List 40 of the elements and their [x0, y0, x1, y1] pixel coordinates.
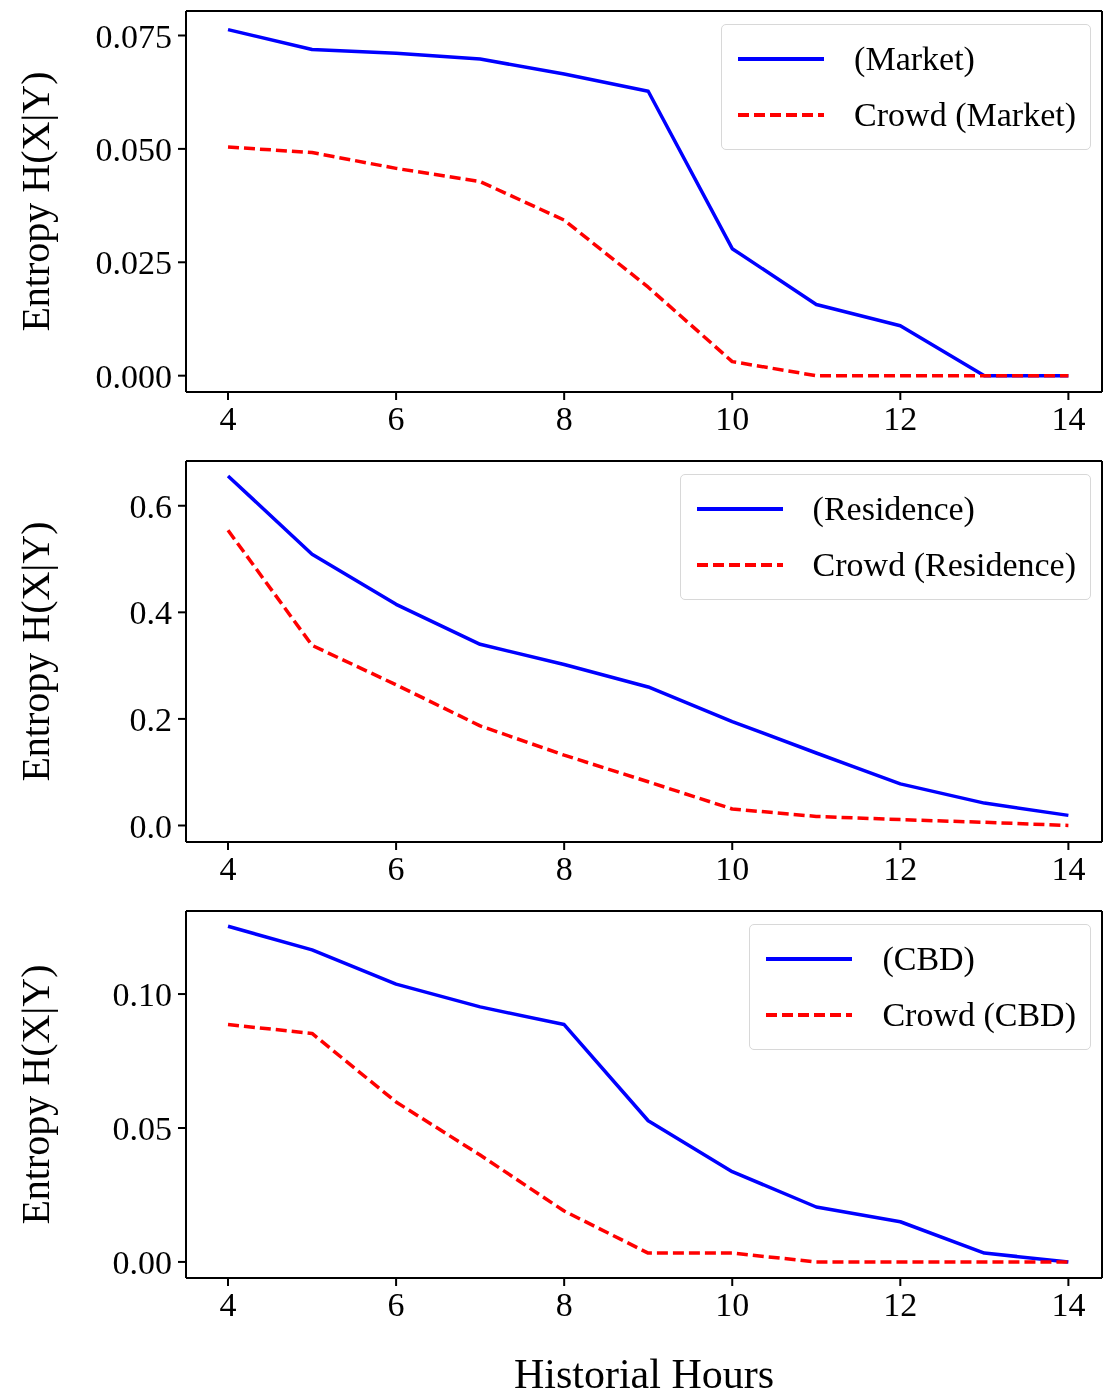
x-tick-label: 10 [715, 850, 750, 888]
y-tick-label: 0.000 [95, 357, 172, 395]
x-tick-label: 10 [715, 400, 750, 438]
y-tick-label: 0.025 [95, 244, 172, 282]
legend-label: Crowd (Residence) [812, 546, 1076, 584]
x-tick-label: 4 [219, 1286, 237, 1324]
x-tick-label: 10 [715, 1286, 750, 1324]
line-series [226, 145, 1071, 378]
y-tick-label: 0.050 [95, 130, 172, 168]
legend-label: (Market) [854, 40, 975, 78]
legend-label: (CBD) [882, 940, 975, 978]
y-axis-title: Entropy H(X|Y) [13, 964, 59, 1225]
y-tick-label: 0.4 [129, 594, 172, 632]
y-tick-label: 0.00 [112, 1244, 172, 1281]
y-tick-label: 0.05 [112, 1110, 172, 1148]
x-tick-label: 8 [555, 1286, 573, 1324]
y-tick-label: 0.0 [129, 807, 172, 845]
y-axis-title: Entropy H(X|Y) [13, 521, 59, 782]
x-tick-label: 4 [219, 400, 237, 438]
y-tick-label: 0.2 [129, 700, 172, 738]
x-tick-label: 12 [883, 1286, 918, 1324]
y-tick-label: 0.6 [129, 487, 172, 525]
x-tick-label: 8 [555, 400, 573, 438]
y-tick-label: 0.10 [112, 976, 172, 1014]
x-tick-label: 4 [219, 850, 237, 888]
legend-label: (Residence) [812, 490, 975, 528]
x-tick-label: 14 [1051, 850, 1086, 888]
x-tick-label: 12 [883, 850, 918, 888]
x-tick-label: 6 [387, 850, 405, 888]
x-tick-label: 6 [387, 400, 405, 438]
x-tick-label: 8 [555, 850, 573, 888]
x-tick-label: 6 [387, 1286, 405, 1324]
x-tick-label: 14 [1051, 1286, 1086, 1324]
legend-label: Crowd (CBD) [882, 996, 1076, 1034]
x-tick-label: 14 [1051, 400, 1086, 438]
y-axis-title: Entropy H(X|Y) [13, 71, 59, 332]
x-axis-title: Historial Hours [513, 1351, 775, 1397]
x-tick-label: 12 [883, 400, 918, 438]
y-tick-label: 0.075 [95, 17, 172, 55]
legend-label: Crowd (Market) [854, 96, 1076, 134]
